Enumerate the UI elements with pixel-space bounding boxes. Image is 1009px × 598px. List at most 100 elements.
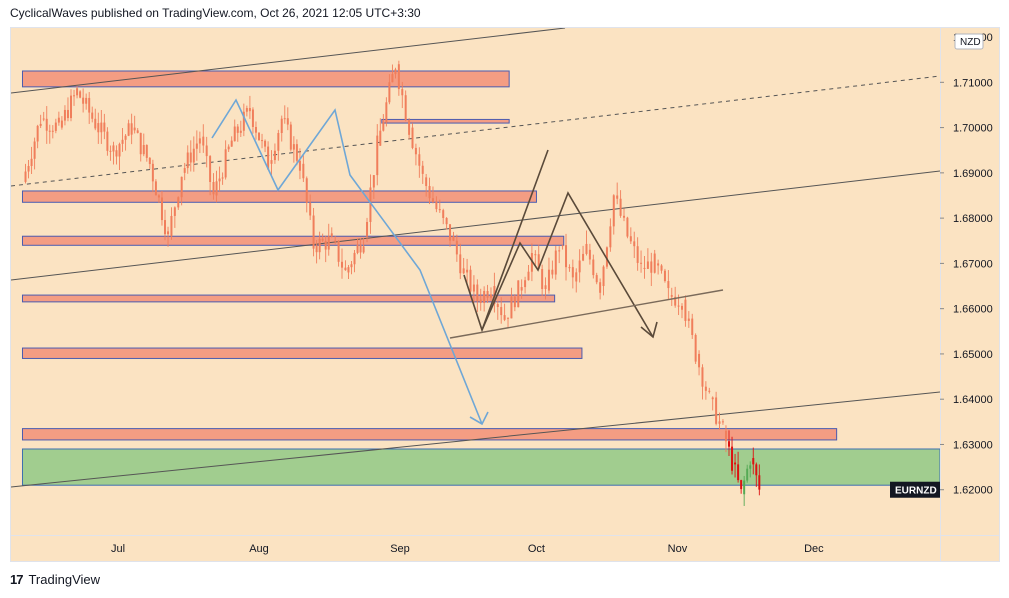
symbol-tag-box: [890, 481, 940, 498]
candle-body: [148, 157, 151, 165]
candle-body: [698, 353, 701, 368]
candle-body: [592, 259, 595, 276]
candle-body: [324, 240, 327, 250]
candle-body: [561, 245, 564, 247]
candle-body: [609, 226, 612, 248]
candle-body: [258, 132, 260, 141]
candle-body: [397, 64, 400, 90]
candle-body: [388, 82, 391, 103]
candle-body: [459, 254, 462, 274]
y-tick-label: 1.71000: [953, 77, 993, 89]
candle-body: [691, 318, 694, 335]
blue-arrow-head: [469, 411, 489, 426]
candle-body: [167, 231, 170, 235]
candle-body: [173, 207, 176, 216]
candle-body: [534, 254, 537, 256]
candle-body: [334, 240, 337, 242]
candle-body: [356, 245, 359, 253]
candle-body: [486, 290, 489, 298]
zone-resistance-4: [21, 294, 556, 303]
candle-body: [221, 177, 224, 179]
candle-body: [239, 130, 242, 133]
candle-body: [312, 215, 315, 249]
candle-body: [39, 123, 42, 126]
candle-body: [674, 296, 677, 306]
channel-lower-line: [11, 170, 940, 281]
candle-body: [154, 181, 157, 196]
candle-body: [372, 175, 375, 188]
candle-body: [277, 133, 280, 151]
candle-body: [721, 421, 724, 423]
candle-body: [479, 299, 482, 303]
candle-body: [517, 280, 520, 308]
candle-body: [657, 263, 660, 266]
zigzag-pattern-path: [481, 191, 654, 338]
candle-body: [541, 269, 544, 290]
candle-body: [663, 270, 666, 282]
candle-body: [273, 150, 276, 161]
zone-support-7: [21, 448, 940, 486]
candle-body: [527, 271, 530, 281]
candle-body: [341, 261, 344, 268]
candle-body: [251, 109, 254, 127]
candle-body: [466, 269, 469, 273]
x-tick-label: Aug: [249, 543, 269, 555]
trendline-long: [11, 391, 940, 488]
candle-body: [66, 109, 69, 119]
y-tick-label: 1.66000: [953, 304, 993, 316]
candle-body: [743, 480, 746, 495]
candle-body: [280, 118, 283, 134]
candle-body: [109, 150, 112, 152]
y-tick-label: 1.65000: [953, 349, 993, 361]
candle-body: [530, 253, 533, 272]
candle-body: [626, 217, 629, 237]
candle-body: [33, 141, 36, 159]
candle-body: [731, 446, 734, 471]
candle-body: [330, 233, 333, 237]
candle-body: [145, 144, 148, 158]
candle-body: [547, 269, 550, 291]
candle-body: [209, 156, 212, 182]
candle-body: [224, 149, 227, 178]
y-tick-label: 1.68000: [953, 213, 993, 225]
candle-body: [248, 108, 251, 112]
candle-body: [643, 267, 646, 269]
candle-body: [177, 197, 180, 208]
candle-body: [408, 120, 411, 135]
candle-body: [94, 118, 97, 129]
candle-body: [63, 109, 66, 121]
candle-body: [728, 441, 730, 447]
candle-body: [537, 254, 540, 270]
y-tick-label: 1.67000: [953, 258, 993, 270]
candle-body: [524, 280, 527, 288]
candle-body: [605, 247, 608, 267]
candle-body: [758, 475, 761, 490]
candle-body: [245, 108, 248, 112]
candle-body: [701, 367, 704, 387]
candle-body: [170, 215, 173, 237]
channel-upper-line: [11, 28, 566, 94]
x-tick-label: Jul: [111, 543, 125, 555]
candle-body: [455, 240, 458, 255]
candle-body: [270, 160, 273, 164]
x-tick-label: Oct: [528, 543, 545, 555]
y-tick-label: 1.64000: [953, 394, 993, 406]
candle-body: [385, 102, 388, 123]
candle-body: [414, 147, 417, 155]
zone-resistance-6: [21, 428, 838, 441]
tradingview-logo-icon: 17: [10, 572, 24, 587]
candle-body: [121, 139, 124, 144]
candle-body: [435, 201, 438, 210]
candle-body: [295, 144, 298, 161]
candle-body: [289, 124, 292, 150]
candle-body: [650, 261, 653, 273]
candle-body: [261, 140, 264, 142]
candle-body: [755, 464, 758, 476]
candle-body: [633, 241, 636, 247]
candle-body: [218, 178, 221, 182]
candle-body: [254, 126, 257, 133]
candle-body: [186, 152, 189, 169]
candles: [24, 60, 761, 506]
candle-body: [571, 267, 574, 278]
